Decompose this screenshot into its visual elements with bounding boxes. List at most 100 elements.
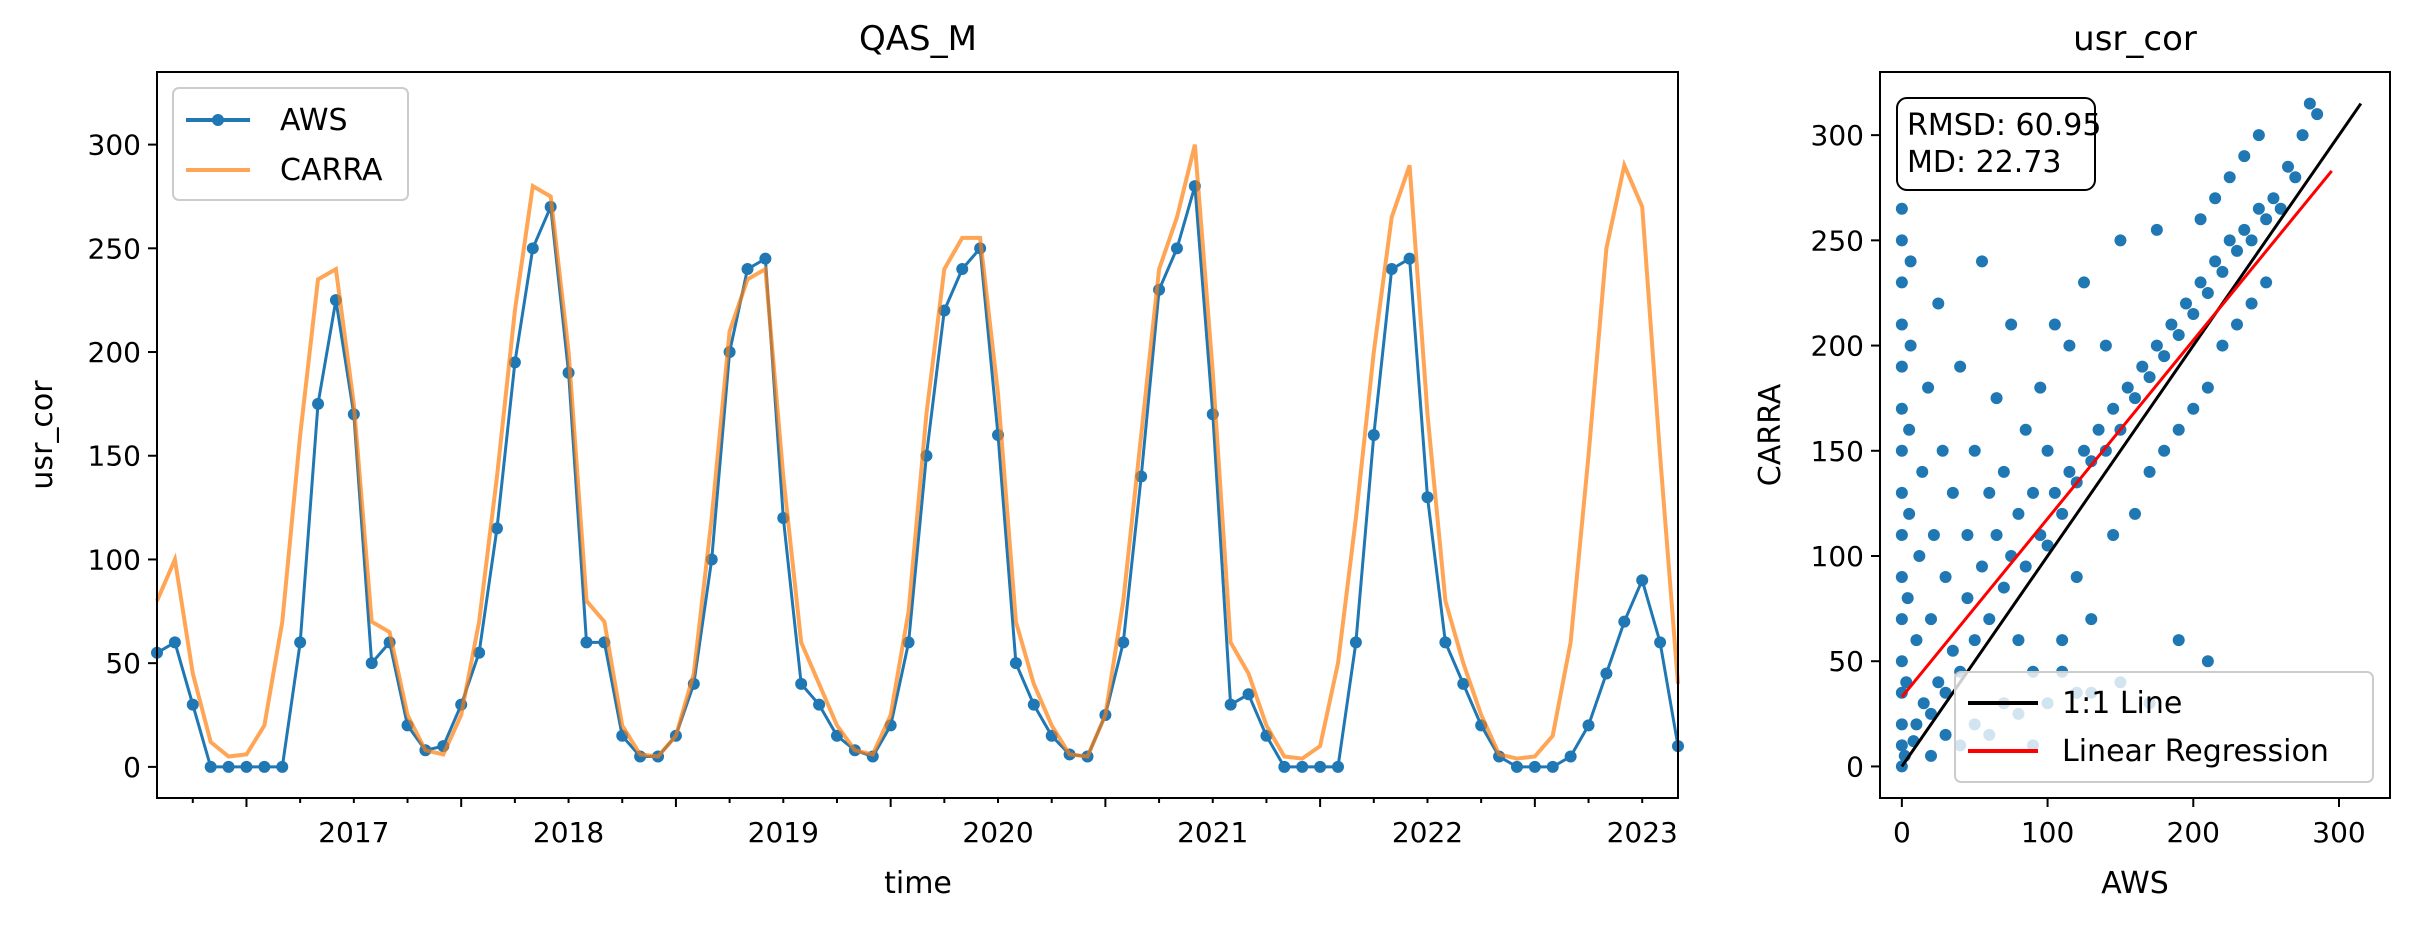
scatter-point — [2194, 213, 2207, 226]
regression-line — [1900, 169, 2333, 698]
series-aws-point — [1636, 574, 1649, 587]
series-aws-line — [156, 185, 1680, 769]
scatter-point — [2012, 507, 2025, 520]
scatter-point — [2070, 571, 2083, 584]
scatter-point — [2216, 339, 2229, 352]
series-aws-point — [1439, 636, 1452, 649]
scatter-point — [1895, 234, 1908, 247]
scatter-point — [2005, 318, 2018, 331]
scatter-point — [2201, 286, 2214, 299]
scatter-point — [2201, 655, 2214, 668]
scatter-point — [2303, 97, 2316, 110]
series-aws-point — [490, 522, 503, 535]
timeseries-y-label: usr_cor — [25, 380, 60, 490]
scatter-point — [1904, 339, 1917, 352]
ts-y-tick-label: 0 — [123, 751, 141, 784]
series-aws-point — [1618, 615, 1631, 628]
scatter-point — [2019, 560, 2032, 573]
scatter-point — [2085, 455, 2098, 468]
timeseries-x-label: time — [884, 866, 952, 901]
scatter-point — [1913, 550, 1926, 562]
scatter-axes-frame — [1879, 71, 2391, 799]
series-aws-point — [168, 636, 181, 649]
series-aws-point — [240, 760, 253, 773]
legend-regression-label: Linear Regression — [2062, 734, 2329, 769]
series-aws-point — [1332, 760, 1345, 773]
scatter-point — [2274, 202, 2287, 215]
series-aws-point — [795, 677, 808, 690]
series-aws-point — [1242, 688, 1255, 701]
scatter-point — [2107, 528, 2120, 541]
ts-x-tick-label: 2018 — [533, 816, 604, 849]
scatter-point — [2238, 223, 2251, 236]
scatter-point — [1990, 528, 2003, 541]
series-aws-point — [1278, 760, 1291, 773]
scatter-point — [1983, 486, 1996, 499]
series-aws-point — [1654, 636, 1667, 649]
scatter-point — [2267, 192, 2280, 205]
scatter-point — [2216, 265, 2229, 278]
scatter-point — [1901, 592, 1914, 605]
scatter-point — [2201, 381, 2214, 394]
series-aws-point — [580, 636, 593, 649]
ts-x-tick-label: 2022 — [1392, 816, 1463, 849]
series-aws-point — [813, 698, 826, 711]
scatter-point — [1900, 676, 1913, 689]
scatter-point — [1968, 634, 1981, 647]
scatter-point — [2092, 423, 2105, 436]
scatter-legend: 1:1 Line Linear Regression — [1954, 671, 2374, 783]
ts-y-tick-label: 150 — [88, 440, 141, 473]
scatter-point — [2158, 350, 2171, 363]
scatter-point — [2019, 423, 2032, 436]
series-aws-point — [1457, 677, 1470, 690]
scatter-point — [2172, 423, 2185, 436]
timeseries-axes-frame — [156, 71, 1679, 799]
scatter-point — [1997, 581, 2010, 594]
series-aws-point — [956, 263, 969, 276]
scatter-point — [1939, 571, 1952, 584]
series-aws-point — [526, 242, 539, 255]
scatter-point — [2056, 634, 2069, 647]
legend-carra-label: CARRA — [280, 153, 383, 188]
scatter-point — [2041, 539, 2054, 552]
scatter-point — [1895, 486, 1908, 499]
series-aws-point — [1564, 750, 1577, 763]
series-aws-point — [1224, 698, 1237, 711]
scatter-point — [1916, 465, 1929, 478]
series-aws-point — [1385, 263, 1398, 276]
scatter-x-label: AWS — [2101, 866, 2169, 901]
series-aws-point — [1367, 429, 1380, 441]
series-aws-point — [473, 646, 486, 659]
scatter-point — [1925, 749, 1937, 762]
scatter-point — [1932, 676, 1945, 689]
scatter-point — [2223, 171, 2236, 184]
scatter-point — [1895, 276, 1908, 289]
scatter-point — [2150, 339, 2163, 352]
scatter-point — [2260, 276, 2273, 289]
scatter-point — [1895, 360, 1908, 373]
scatter-point — [1895, 718, 1908, 731]
stats-box-frame — [1896, 97, 2096, 191]
scatter-point — [2078, 444, 2090, 457]
series-aws-point — [186, 698, 199, 711]
scatter-stats-box: RMSD: 60.95 MD: 22.73 — [1896, 97, 2101, 191]
scatter-point — [1895, 571, 1908, 584]
scatter-point — [1961, 592, 1974, 605]
scatter-point — [2252, 202, 2265, 215]
scatter-plot-area — [1895, 97, 2363, 773]
ts-y-tick-label: 50 — [105, 647, 141, 680]
scatter-point — [2114, 234, 2127, 247]
scatter-point — [2158, 444, 2171, 457]
scatter-point — [2172, 329, 2185, 342]
timeseries-plot-area — [151, 144, 1684, 773]
scatter-point — [2078, 276, 2090, 289]
ts-x-tick-label: 2021 — [1177, 816, 1248, 849]
scatter-point — [2056, 507, 2069, 520]
scatter-point — [2231, 318, 2243, 331]
series-aws-point — [508, 356, 521, 369]
scatter-point — [2209, 192, 2222, 205]
series-aws-point — [1314, 760, 1327, 773]
series-aws-point — [759, 252, 772, 265]
scatter-point — [2165, 318, 2178, 331]
